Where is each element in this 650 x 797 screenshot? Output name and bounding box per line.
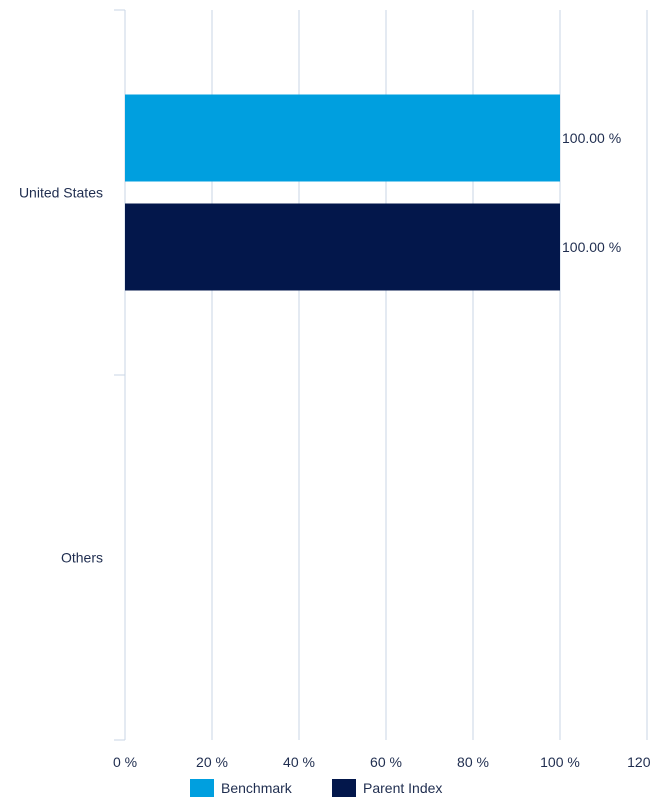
- data-label: 100.00 %: [562, 130, 621, 146]
- data-label: 100.00 %: [562, 239, 621, 255]
- x-tick-label: 60 %: [370, 754, 402, 770]
- x-tick-labels: 0 % 20 % 40 % 60 % 80 % 100 % 120 %: [113, 754, 650, 770]
- legend-label: Benchmark: [221, 780, 293, 796]
- bars: [125, 94, 560, 291]
- x-tick-label: 120 %: [627, 754, 650, 770]
- category-label: United States: [19, 185, 103, 201]
- bar-parent-index: [125, 203, 560, 291]
- x-tick-label: 100 %: [540, 754, 580, 770]
- data-labels: 100.00 % 100.00 %: [562, 130, 621, 255]
- x-tick-label: 0 %: [113, 754, 137, 770]
- legend-swatch-parent-index: [332, 779, 356, 797]
- category-label: Others: [61, 550, 103, 566]
- x-tick-label: 80 %: [457, 754, 489, 770]
- x-tick-label: 20 %: [196, 754, 228, 770]
- category-labels: United States Others: [19, 185, 103, 566]
- y-axis: [114, 9, 126, 741]
- bar-benchmark: [125, 94, 560, 182]
- x-tick-label: 40 %: [283, 754, 315, 770]
- legend: Benchmark Parent Index: [190, 779, 442, 797]
- legend-label: Parent Index: [363, 780, 442, 796]
- legend-swatch-benchmark: [190, 779, 214, 797]
